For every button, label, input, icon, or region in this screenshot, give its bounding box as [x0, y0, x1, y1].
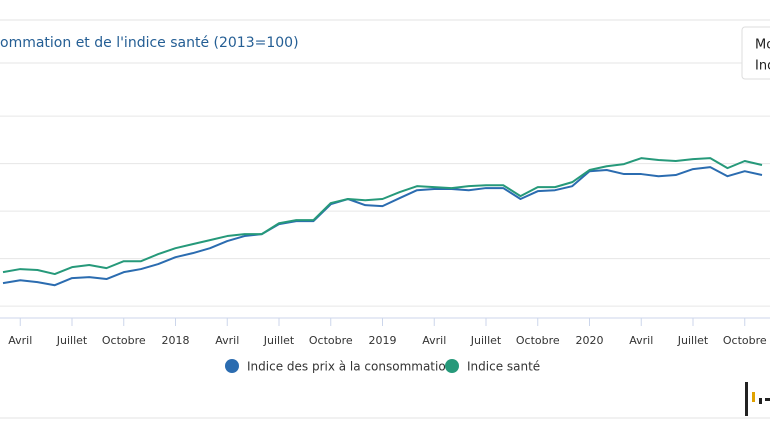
- x-tick-label: Juillet: [263, 334, 295, 347]
- series-line: [2, 157, 763, 276]
- x-tick-label: Octobre: [516, 334, 560, 347]
- legend-marker[interactable]: [445, 359, 459, 373]
- x-tick-label: Avril: [422, 334, 446, 347]
- series-line: [2, 166, 763, 287]
- x-tick-label: Octobre: [723, 334, 767, 347]
- x-tick-label: Juillet: [56, 334, 88, 347]
- x-tick-label: 2018: [162, 334, 190, 347]
- logo: [745, 382, 770, 416]
- legend-label[interactable]: Indice santé: [467, 360, 540, 374]
- x-tick-label: 2019: [369, 334, 397, 347]
- legend-label[interactable]: Indice des prix à la consommation: [247, 360, 453, 374]
- tooltip-line: Ind: [755, 59, 770, 74]
- chart-title: ommation et de l'indice santé (2013=100): [0, 35, 299, 51]
- x-tick-label: Juillet: [677, 334, 709, 347]
- x-tick-label: Octobre: [309, 334, 353, 347]
- x-tick-label: Juillet: [470, 334, 502, 347]
- tooltip-line: Mo: [755, 38, 770, 53]
- legend-marker[interactable]: [225, 359, 239, 373]
- x-tick-label: Avril: [629, 334, 653, 347]
- x-tick-label: Avril: [8, 334, 32, 347]
- x-tick-label: 2020: [576, 334, 604, 347]
- x-tick-label: Octobre: [102, 334, 146, 347]
- tooltip: [741, 26, 770, 80]
- x-tick-label: Avril: [215, 334, 239, 347]
